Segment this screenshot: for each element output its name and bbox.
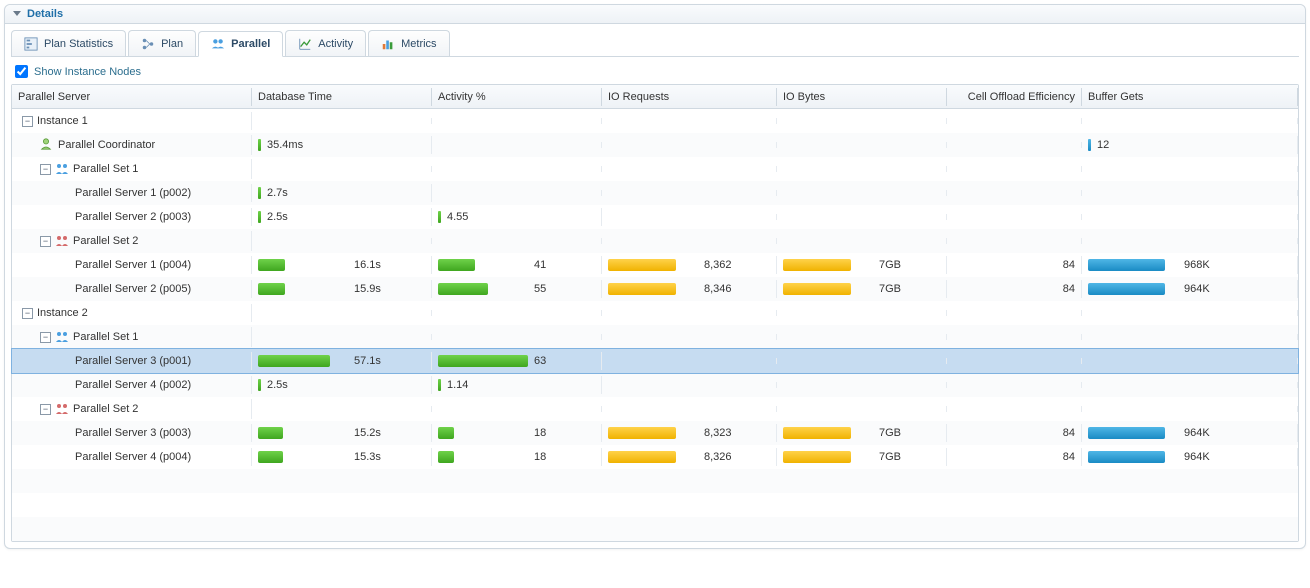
row-label: Parallel Set 1 bbox=[73, 163, 138, 175]
tree-toggle-icon[interactable]: − bbox=[40, 332, 51, 343]
show-instance-nodes-checkbox[interactable] bbox=[15, 65, 28, 78]
table-row[interactable]: Parallel Server 1 (p004)16.1s418,3627GB8… bbox=[12, 253, 1298, 277]
row-label: Instance 1 bbox=[37, 115, 88, 127]
person-icon bbox=[40, 138, 54, 152]
grid-header: Parallel ServerDatabase TimeActivity %IO… bbox=[12, 85, 1298, 109]
tab-parallel[interactable]: Parallel bbox=[198, 31, 283, 57]
row-label: Parallel Server 4 (p004) bbox=[75, 451, 191, 463]
tab-label: Plan bbox=[161, 38, 183, 50]
row-label: Instance 2 bbox=[37, 307, 88, 319]
tab-plan[interactable]: Plan bbox=[128, 30, 196, 56]
group-red-icon bbox=[55, 234, 69, 248]
tree-toggle-icon[interactable]: − bbox=[22, 116, 33, 127]
tab-label: Parallel bbox=[231, 38, 270, 50]
table-row[interactable]: − Parallel Set 1 bbox=[12, 157, 1298, 181]
tab-bar: Plan Statistics Plan Parallel Activity Metri… bbox=[11, 30, 1299, 57]
table-row[interactable]: Parallel Server 3 (p001)57.1s63 bbox=[12, 349, 1298, 373]
group-blue-icon bbox=[55, 162, 69, 176]
tree-toggle-icon[interactable]: − bbox=[40, 164, 51, 175]
table-row-empty bbox=[12, 517, 1298, 541]
table-row[interactable]: Parallel Server 4 (p002)2.5s1.14 bbox=[12, 373, 1298, 397]
col-cell_offload[interactable]: Cell Offload Efficiency bbox=[947, 88, 1082, 106]
table-row[interactable]: −Instance 1 bbox=[12, 109, 1298, 133]
table-row-empty bbox=[12, 469, 1298, 493]
table-row[interactable]: Parallel Server 4 (p004)15.3s188,3267GB8… bbox=[12, 445, 1298, 469]
table-row[interactable]: Parallel Server 2 (p005)15.9s558,3467GB8… bbox=[12, 277, 1298, 301]
table-row[interactable]: Parallel Server 1 (p002)2.7s bbox=[12, 181, 1298, 205]
row-label: Parallel Server 3 (p003) bbox=[75, 427, 191, 439]
bars-icon bbox=[381, 37, 395, 51]
row-label: Parallel Server 2 (p003) bbox=[75, 211, 191, 223]
tab-plan-statistics[interactable]: Plan Statistics bbox=[11, 30, 126, 56]
tab-activity[interactable]: Activity bbox=[285, 30, 366, 56]
tab-label: Plan Statistics bbox=[44, 38, 113, 50]
panel-header[interactable]: Details bbox=[5, 5, 1305, 24]
row-label: Parallel Set 2 bbox=[73, 403, 138, 415]
col-io_bytes[interactable]: IO Bytes bbox=[777, 88, 947, 106]
row-label: Parallel Server 4 (p002) bbox=[75, 379, 191, 391]
group-blue-icon bbox=[55, 330, 69, 344]
table-row-empty bbox=[12, 493, 1298, 517]
row-label: Parallel Server 2 (p005) bbox=[75, 283, 191, 295]
col-io_requests[interactable]: IO Requests bbox=[602, 88, 777, 106]
show-instance-nodes-row: Show Instance Nodes bbox=[11, 57, 1299, 84]
panel-body: Plan Statistics Plan Parallel Activity Metri… bbox=[5, 24, 1305, 548]
col-parallel_server[interactable]: Parallel Server bbox=[12, 88, 252, 106]
col-buffer_gets[interactable]: Buffer Gets bbox=[1082, 88, 1298, 106]
show-instance-nodes-label: Show Instance Nodes bbox=[34, 66, 141, 78]
group-red-icon bbox=[55, 402, 69, 416]
table-row[interactable]: − Parallel Set 2 bbox=[12, 229, 1298, 253]
table-row[interactable]: Parallel Server 2 (p003)2.5s4.55 bbox=[12, 205, 1298, 229]
row-label: Parallel Set 2 bbox=[73, 235, 138, 247]
table-row[interactable]: Parallel Server 3 (p003)15.2s188,3237GB8… bbox=[12, 421, 1298, 445]
row-label: Parallel Server 3 (p001) bbox=[75, 355, 191, 367]
plan-icon bbox=[141, 37, 155, 51]
chart-icon bbox=[298, 37, 312, 51]
tab-label: Metrics bbox=[401, 38, 436, 50]
parallel-grid: Parallel ServerDatabase TimeActivity %IO… bbox=[11, 84, 1299, 542]
panel-title: Details bbox=[27, 8, 63, 20]
col-activity_pct[interactable]: Activity % bbox=[432, 88, 602, 106]
tab-metrics[interactable]: Metrics bbox=[368, 30, 449, 56]
grid-body: −Instance 1Parallel Coordinator35.4ms12−… bbox=[12, 109, 1298, 541]
row-label: Parallel Set 1 bbox=[73, 331, 138, 343]
col-database_time[interactable]: Database Time bbox=[252, 88, 432, 106]
table-row[interactable]: Parallel Coordinator35.4ms12 bbox=[12, 133, 1298, 157]
row-label: Parallel Server 1 (p002) bbox=[75, 187, 191, 199]
row-label: Parallel Coordinator bbox=[58, 139, 155, 151]
stats-icon bbox=[24, 37, 38, 51]
table-row[interactable]: − Parallel Set 2 bbox=[12, 397, 1298, 421]
table-row[interactable]: − Parallel Set 1 bbox=[12, 325, 1298, 349]
tree-toggle-icon[interactable]: − bbox=[40, 236, 51, 247]
row-label: Parallel Server 1 (p004) bbox=[75, 259, 191, 271]
table-row[interactable]: −Instance 2 bbox=[12, 301, 1298, 325]
group-icon bbox=[211, 37, 225, 51]
tree-toggle-icon[interactable]: − bbox=[40, 404, 51, 415]
tab-label: Activity bbox=[318, 38, 353, 50]
tree-toggle-icon[interactable]: − bbox=[22, 308, 33, 319]
details-panel: Details Plan Statistics Plan Parallel Activ… bbox=[4, 4, 1306, 549]
chevron-down-icon bbox=[11, 8, 23, 20]
